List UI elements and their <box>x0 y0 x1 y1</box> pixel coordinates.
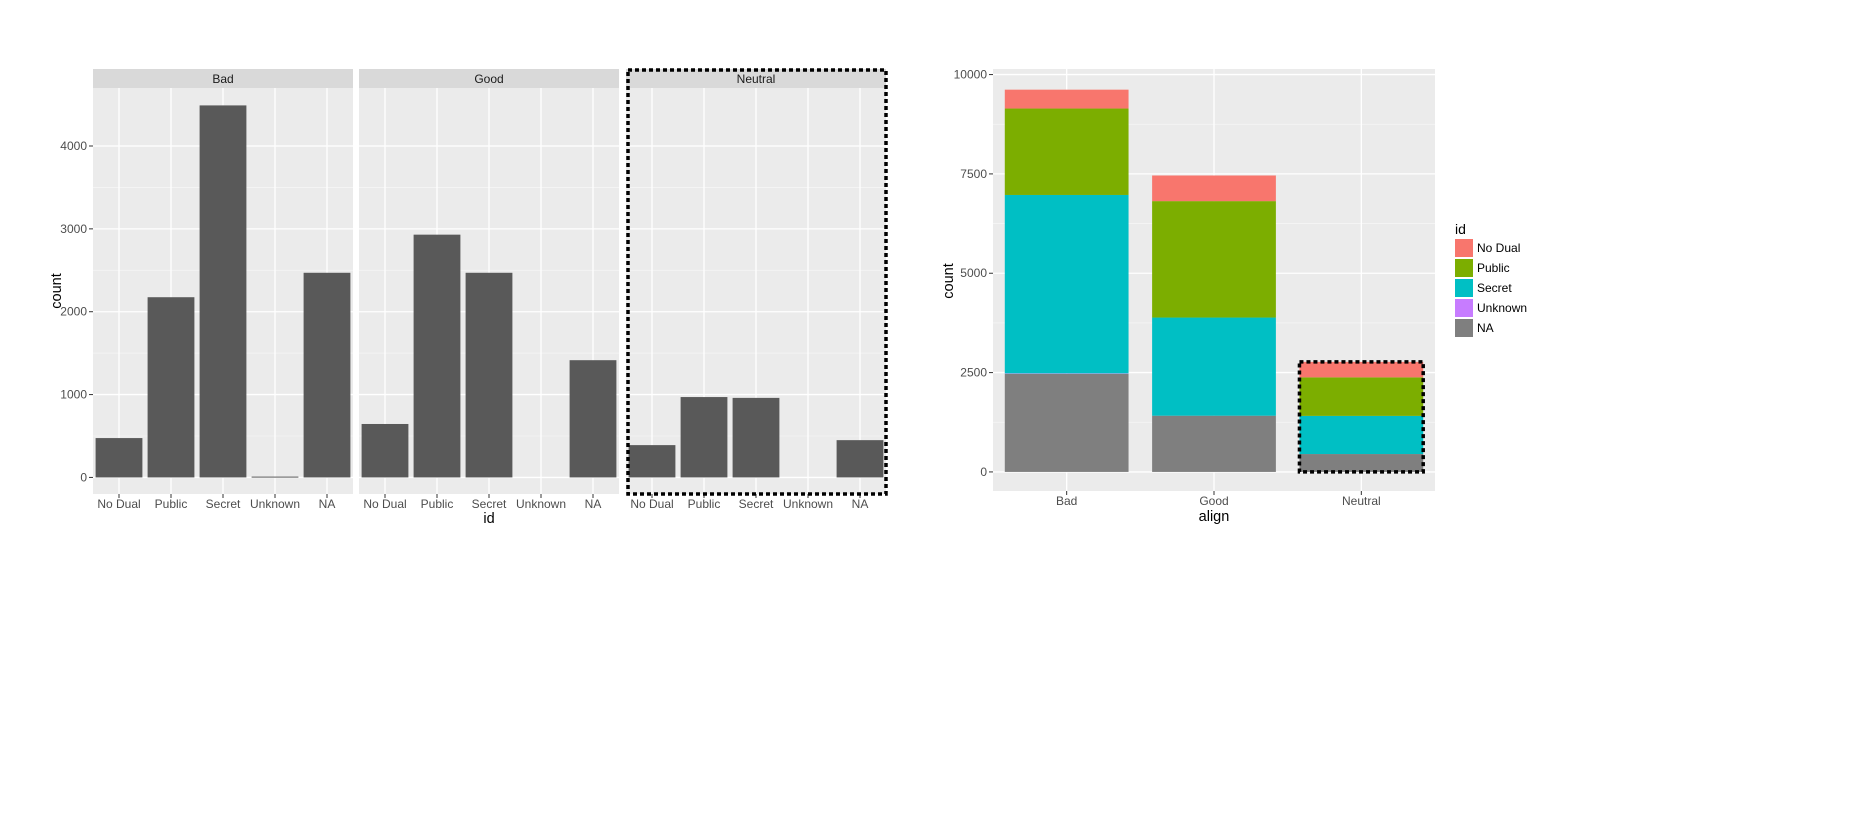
facet-strip <box>359 69 619 88</box>
facet-panel-good: Good No Dual Public Secret Unknown NA <box>359 69 619 511</box>
legend: id No Dual Public Secret Unknown NA <box>1455 221 1527 337</box>
legend-title: id <box>1455 221 1466 237</box>
legend-label: Unknown <box>1477 301 1527 315</box>
bar-segment-bad-public <box>1004 108 1129 195</box>
bar-bad-secret <box>199 105 247 478</box>
x-tick-label: Unknown <box>516 497 566 511</box>
bar-good-secret <box>465 272 513 478</box>
bar-good-public <box>413 234 461 478</box>
facet-strip-label: Neutral <box>737 72 776 86</box>
x-tick-label: Bad <box>1056 494 1077 508</box>
x-tick-label: Public <box>421 497 454 511</box>
x-tick-label: Neutral <box>1342 494 1381 508</box>
x-tick-label: Public <box>688 497 721 511</box>
legend-key-secret <box>1455 279 1473 297</box>
bar-bad-public <box>147 297 195 478</box>
facet-strip-label: Good <box>474 72 503 86</box>
legend-label: No Dual <box>1477 241 1520 255</box>
bar-good-no-dual <box>361 423 409 478</box>
bar-segment-bad-no-dual <box>1004 89 1129 109</box>
facet-panel-neutral: Neutral No Dual Public Secret Unknown NA <box>626 68 888 511</box>
bar-segment-good-secret <box>1152 317 1276 416</box>
x-tick-label: Public <box>155 497 188 511</box>
x-tick-label: No Dual <box>363 497 406 511</box>
x-tick-label: No Dual <box>97 497 140 511</box>
bar-segment-bad-na <box>1004 373 1129 472</box>
facet-strip <box>93 69 353 88</box>
bar-segment-bad-secret <box>1004 194 1129 374</box>
bar-neutral-public <box>680 397 728 478</box>
legend-key-public <box>1455 259 1473 277</box>
y-tick-label: 5000 <box>960 266 987 280</box>
x-axis-title: id <box>483 511 494 527</box>
bar-neutral-na <box>836 440 884 478</box>
stacked-bar-chart: 0 2500 5000 7500 10000 Bad Good Neutral align cou… <box>941 68 1527 525</box>
x-tick-label: Secret <box>206 497 241 511</box>
bar-bad-na <box>303 272 351 478</box>
y-tick-label: 2000 <box>60 305 87 319</box>
legend-label: Secret <box>1477 281 1512 295</box>
bar-neutral-no-dual <box>628 445 676 478</box>
legend-key-no-dual <box>1455 239 1473 257</box>
bar-bad-no-dual <box>95 438 143 478</box>
bar-segment-neutral-na <box>1299 454 1424 472</box>
x-tick-label: Secret <box>472 497 507 511</box>
facet-strip-label: Bad <box>212 72 233 86</box>
x-tick-label: NA <box>852 497 869 511</box>
bar-segment-good-no-dual <box>1152 175 1276 202</box>
y-tick-label: 0 <box>80 470 87 484</box>
x-axis-title: align <box>1199 509 1230 525</box>
bar-neutral-secret <box>732 397 780 478</box>
highlight-box <box>626 68 888 496</box>
y-axis-title: count <box>941 263 957 298</box>
facet-strip <box>626 69 886 88</box>
legend-key-unknown <box>1455 299 1473 317</box>
legend-label: Public <box>1477 261 1510 275</box>
y-tick-label: 4000 <box>60 139 87 153</box>
x-tick-label: Unknown <box>783 497 833 511</box>
y-tick-label: 1000 <box>60 388 87 402</box>
x-tick-label: NA <box>319 497 336 511</box>
y-tick-label: 10000 <box>954 68 988 82</box>
bar-segment-neutral-public <box>1299 377 1424 416</box>
x-tick-label: Good <box>1199 494 1228 508</box>
bar-segment-neutral-secret <box>1299 415 1424 455</box>
legend-label: NA <box>1477 321 1494 335</box>
bar-bad-unknown <box>251 476 299 478</box>
x-tick-label: Unknown <box>250 497 300 511</box>
x-tick-label: NA <box>585 497 602 511</box>
y-tick-label: 2500 <box>960 366 987 380</box>
y-tick-label: 7500 <box>960 167 987 181</box>
y-axis-title: count <box>49 273 65 308</box>
highlight-box <box>1297 360 1425 474</box>
facet-panel-bad: Bad No Dual Public Secret Unknown NA <box>93 69 353 511</box>
bar-segment-good-na <box>1152 415 1276 472</box>
bar-segment-good-public <box>1152 201 1276 318</box>
y-tick-label: 3000 <box>60 222 87 236</box>
bar-good-na <box>569 360 617 478</box>
bar-segment-neutral-no-dual <box>1299 361 1424 378</box>
legend-key-na <box>1455 319 1473 337</box>
y-tick-label: 0 <box>980 465 987 479</box>
faceted-bar-chart: Bad No Dual Public Secret Unknown NA Good No Du… <box>49 68 888 527</box>
x-tick-label: No Dual <box>630 497 673 511</box>
x-tick-label: Secret <box>739 497 774 511</box>
